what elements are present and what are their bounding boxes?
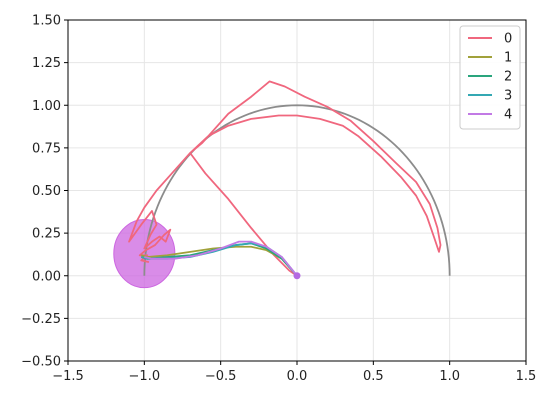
- x-tick-label: 1.5: [516, 369, 537, 384]
- reference-arc: [143, 104, 451, 276]
- legend: 0 1 2 3 4: [459, 25, 521, 130]
- goal-ellipse: [113, 218, 176, 289]
- legend-label-2: 2: [504, 70, 512, 85]
- legend-label-1: 1: [504, 51, 512, 66]
- y-tick-label: 0.00: [32, 269, 61, 284]
- reference-arc-line: [143, 104, 451, 276]
- series-line-0: [128, 80, 442, 277]
- goal-region: [113, 218, 176, 289]
- x-tick-label: −1.0: [129, 369, 161, 384]
- y-tick-label: 1.50: [32, 14, 61, 29]
- y-tick-label: −0.25: [21, 312, 61, 327]
- x-tick-label: 0.5: [363, 369, 384, 384]
- y-tick-label: 1.25: [32, 56, 61, 71]
- legend-label-0: 0: [504, 32, 512, 47]
- x-tick-label: −0.5: [205, 369, 237, 384]
- start-marker: [293, 272, 301, 280]
- y-axis-ticks: −0.50 −0.25 0.00 0.25 0.50 0.75 1.00 1.25 1.50: [21, 14, 68, 370]
- y-tick-label: −0.50: [21, 355, 61, 370]
- start-point: [293, 272, 301, 280]
- x-axis-ticks: −1.5 −1.0 −0.5 0.0 0.5 1.0 1.5: [52, 361, 536, 384]
- series-lines: [128, 80, 442, 277]
- y-tick-label: 0.25: [32, 227, 61, 242]
- legend-box: [459, 25, 521, 130]
- legend-label-4: 4: [504, 108, 512, 123]
- x-tick-label: −1.5: [52, 369, 84, 384]
- legend-label-3: 3: [504, 89, 512, 104]
- series-line-4: [144, 240, 298, 277]
- y-tick-label: 0.75: [32, 141, 61, 156]
- x-tick-label: 0.0: [287, 369, 308, 384]
- y-tick-label: 0.50: [32, 184, 61, 199]
- y-tick-label: 1.00: [32, 99, 61, 114]
- x-tick-label: 1.0: [439, 369, 460, 384]
